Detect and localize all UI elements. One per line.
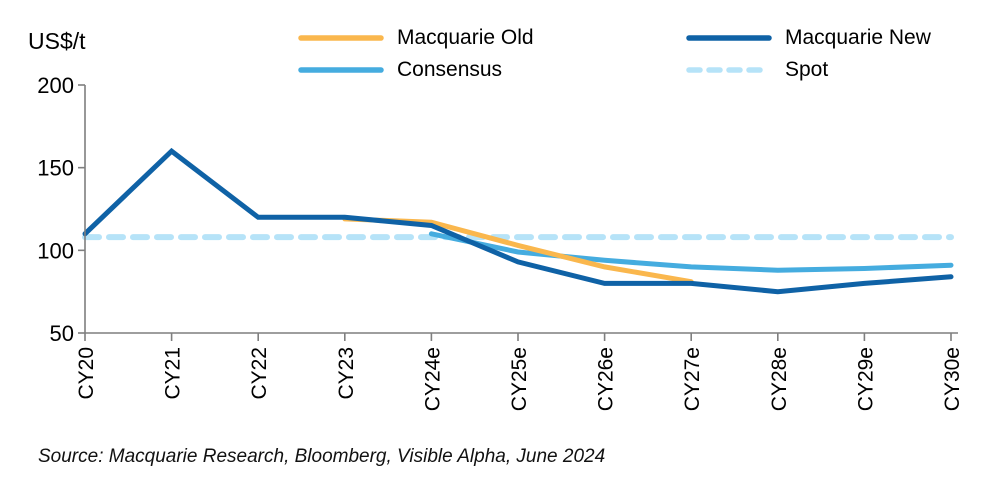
x-tick-label: CY26e xyxy=(595,347,618,411)
spot-dashed-line-swatch xyxy=(686,67,772,73)
x-tick-label: CY30e xyxy=(941,347,964,411)
source-note: Source: Macquarie Research, Bloomberg, V… xyxy=(38,446,606,467)
x-tick-label: CY22 xyxy=(248,347,271,400)
legend-label-macquarie-new: Macquarie New xyxy=(785,26,931,49)
x-tick-label: CY23 xyxy=(335,347,358,400)
series-line-consensus xyxy=(428,231,954,273)
y-tick-label: 100 xyxy=(37,238,74,263)
y-tick-label: 150 xyxy=(37,156,74,181)
series-line-macquarie-new xyxy=(82,147,954,295)
x-tick-label: CY20 xyxy=(75,347,98,400)
legend-item-spot: Spot xyxy=(685,58,828,82)
consensus-line-swatch xyxy=(298,67,384,73)
x-tick-label: CY27e xyxy=(681,347,704,411)
legend-label-spot: Spot xyxy=(785,58,829,81)
x-tick-label: CY29e xyxy=(854,347,877,411)
y-axis-unit-label: US$/t xyxy=(28,28,86,54)
legend-item-macquarie-old: Macquarie Old xyxy=(297,26,534,50)
x-tick-label: CY28e xyxy=(768,347,791,411)
legend-label-macquarie-old: Macquarie Old xyxy=(397,26,534,49)
x-tick-label: CY25e xyxy=(508,347,531,411)
x-tick-label: CY21 xyxy=(162,347,185,400)
macquarie-new-line-swatch xyxy=(686,35,772,41)
legend-item-consensus: Consensus xyxy=(297,58,502,82)
legend-label-consensus: Consensus xyxy=(397,58,503,81)
x-tick-label: CY24e xyxy=(421,347,444,411)
y-tick-label: 50 xyxy=(50,321,74,346)
y-tick-label: 200 xyxy=(37,73,74,98)
macquarie-old-line-swatch xyxy=(298,35,384,41)
legend-item-macquarie-new: Macquarie New xyxy=(685,26,931,50)
